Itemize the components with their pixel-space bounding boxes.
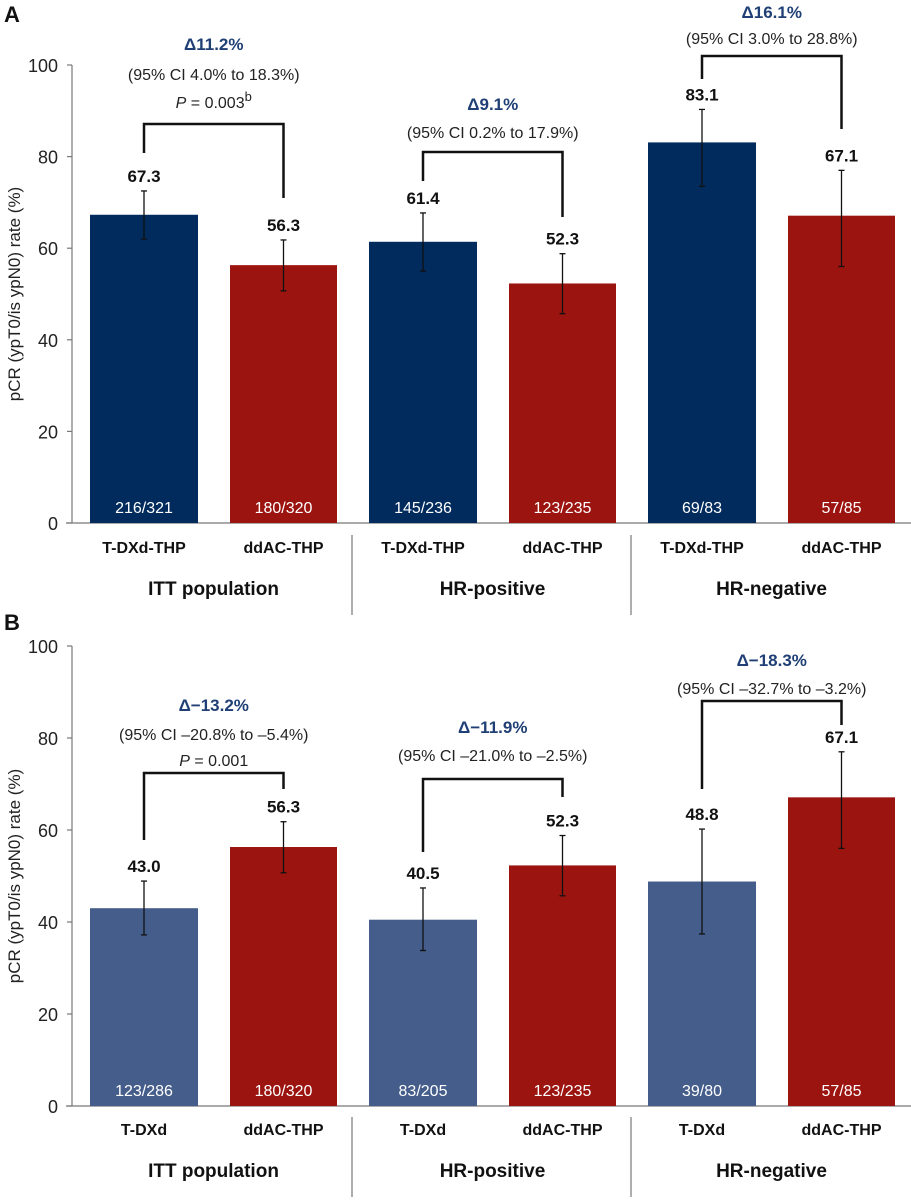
- bar: [90, 908, 198, 1106]
- category-label: T-DXd: [400, 1122, 446, 1139]
- n-label: 39/80: [682, 1083, 722, 1100]
- panel-letter: A: [4, 2, 20, 27]
- category-label: ddAC-THP: [244, 1122, 324, 1139]
- n-label: 216/321: [115, 500, 173, 517]
- p-footnote: b: [245, 89, 252, 104]
- ci-label: (95% CI 3.0% to 28.8%): [686, 31, 858, 48]
- ci-label: (95% CI –21.0% to –2.5%): [398, 748, 587, 765]
- y-tick-label: 40: [38, 331, 58, 351]
- n-label: 123/235: [534, 1083, 592, 1100]
- y-axis-title: pCR (ypT0/is ypN0) rate (%): [5, 187, 24, 401]
- n-label: 83/205: [399, 1083, 448, 1100]
- ci-label: (95% CI –32.7% to –3.2%): [677, 681, 866, 698]
- value-label: 52.3: [546, 812, 579, 831]
- delta-label: Δ−18.3%: [737, 651, 807, 670]
- group-label: HR-negative: [716, 1161, 827, 1182]
- comparison-bracket: [421, 777, 564, 852]
- value-label: 56.3: [267, 216, 300, 235]
- group-label: HR-positive: [440, 1161, 546, 1182]
- n-label: 145/236: [394, 500, 452, 517]
- comparison-bracket: [142, 122, 285, 198]
- group-label: HR-positive: [440, 579, 546, 600]
- y-tick-label: 60: [38, 239, 58, 259]
- p-value: = 0.001: [190, 753, 248, 770]
- category-label: ddAC-THP: [244, 540, 324, 557]
- bar: [509, 283, 616, 523]
- value-label: 56.3: [267, 798, 300, 817]
- delta-label: Δ−11.9%: [458, 718, 527, 737]
- bar: [369, 241, 477, 523]
- delta-label: Δ9.1%: [467, 95, 518, 114]
- n-label: 123/235: [534, 500, 592, 517]
- y-tick-label: 0: [48, 1097, 58, 1117]
- category-label: ddAC-THP: [802, 1122, 882, 1139]
- ci-label: (95% CI 4.0% to 18.3%): [128, 67, 300, 84]
- comparison-bracket: [700, 699, 843, 789]
- p-value-label: P = 0.001: [179, 753, 248, 770]
- value-label: 40.5: [406, 864, 439, 883]
- category-label: T-DXd-THP: [660, 540, 744, 557]
- y-axis-title: pCR (ypT0/is ypN0) rate (%): [5, 769, 24, 983]
- category-label: T-DXd: [679, 1122, 725, 1139]
- n-label: 69/83: [682, 500, 722, 517]
- y-tick-label: 100: [28, 56, 58, 76]
- y-tick-label: 80: [38, 148, 58, 168]
- p-value-label: P = 0.003b: [176, 89, 252, 112]
- value-label: 67.3: [127, 167, 160, 186]
- value-label: 52.3: [546, 230, 579, 249]
- ci-label: (95% CI 0.2% to 17.9%): [407, 125, 579, 142]
- n-label: 57/85: [821, 500, 861, 517]
- comparison-bracket: [142, 771, 285, 840]
- n-label: 57/85: [821, 1083, 861, 1100]
- n-label: 123/286: [115, 1083, 173, 1100]
- y-tick-label: 0: [48, 514, 58, 534]
- value-label: 67.1: [825, 728, 858, 747]
- y-tick-label: 40: [38, 913, 58, 933]
- bar: [90, 214, 198, 524]
- comparison-bracket: [421, 150, 564, 217]
- delta-label: Δ16.1%: [742, 3, 802, 22]
- y-tick-label: 80: [38, 729, 58, 749]
- group-label: HR-negative: [716, 579, 827, 600]
- value-label: 43.0: [127, 857, 160, 876]
- comparison-bracket: [700, 54, 843, 129]
- bar: [509, 865, 616, 1106]
- p-symbol: P: [179, 753, 190, 770]
- y-tick-label: 60: [38, 821, 58, 841]
- bar: [648, 142, 756, 524]
- value-label: 67.1: [825, 146, 858, 165]
- group-label: ITT population: [148, 1161, 279, 1182]
- value-label: 61.4: [406, 189, 440, 208]
- category-label: ddAC-THP: [802, 540, 882, 557]
- value-label: 83.1: [685, 85, 718, 104]
- value-label: 48.8: [685, 805, 718, 824]
- p-symbol: P: [176, 95, 187, 112]
- delta-label: Δ−13.2%: [179, 696, 249, 715]
- bar: [230, 847, 337, 1106]
- bar: [230, 265, 337, 523]
- y-tick-label: 100: [28, 637, 58, 657]
- y-tick-label: 20: [38, 422, 58, 442]
- category-label: ddAC-THP: [523, 1122, 603, 1139]
- n-label: 180/320: [255, 1083, 313, 1100]
- category-label: T-DXd-THP: [381, 540, 465, 557]
- panel-letter: B: [4, 610, 20, 635]
- ci-label: (95% CI –20.8% to –5.4%): [119, 727, 308, 744]
- n-label: 180/320: [255, 500, 313, 517]
- category-label: ddAC-THP: [523, 540, 603, 557]
- group-label: ITT population: [148, 579, 279, 600]
- p-value: = 0.003: [186, 95, 244, 112]
- delta-label: Δ11.2%: [184, 35, 243, 54]
- y-tick-label: 20: [38, 1005, 58, 1025]
- category-label: T-DXd: [121, 1122, 167, 1139]
- category-label: T-DXd-THP: [102, 540, 186, 557]
